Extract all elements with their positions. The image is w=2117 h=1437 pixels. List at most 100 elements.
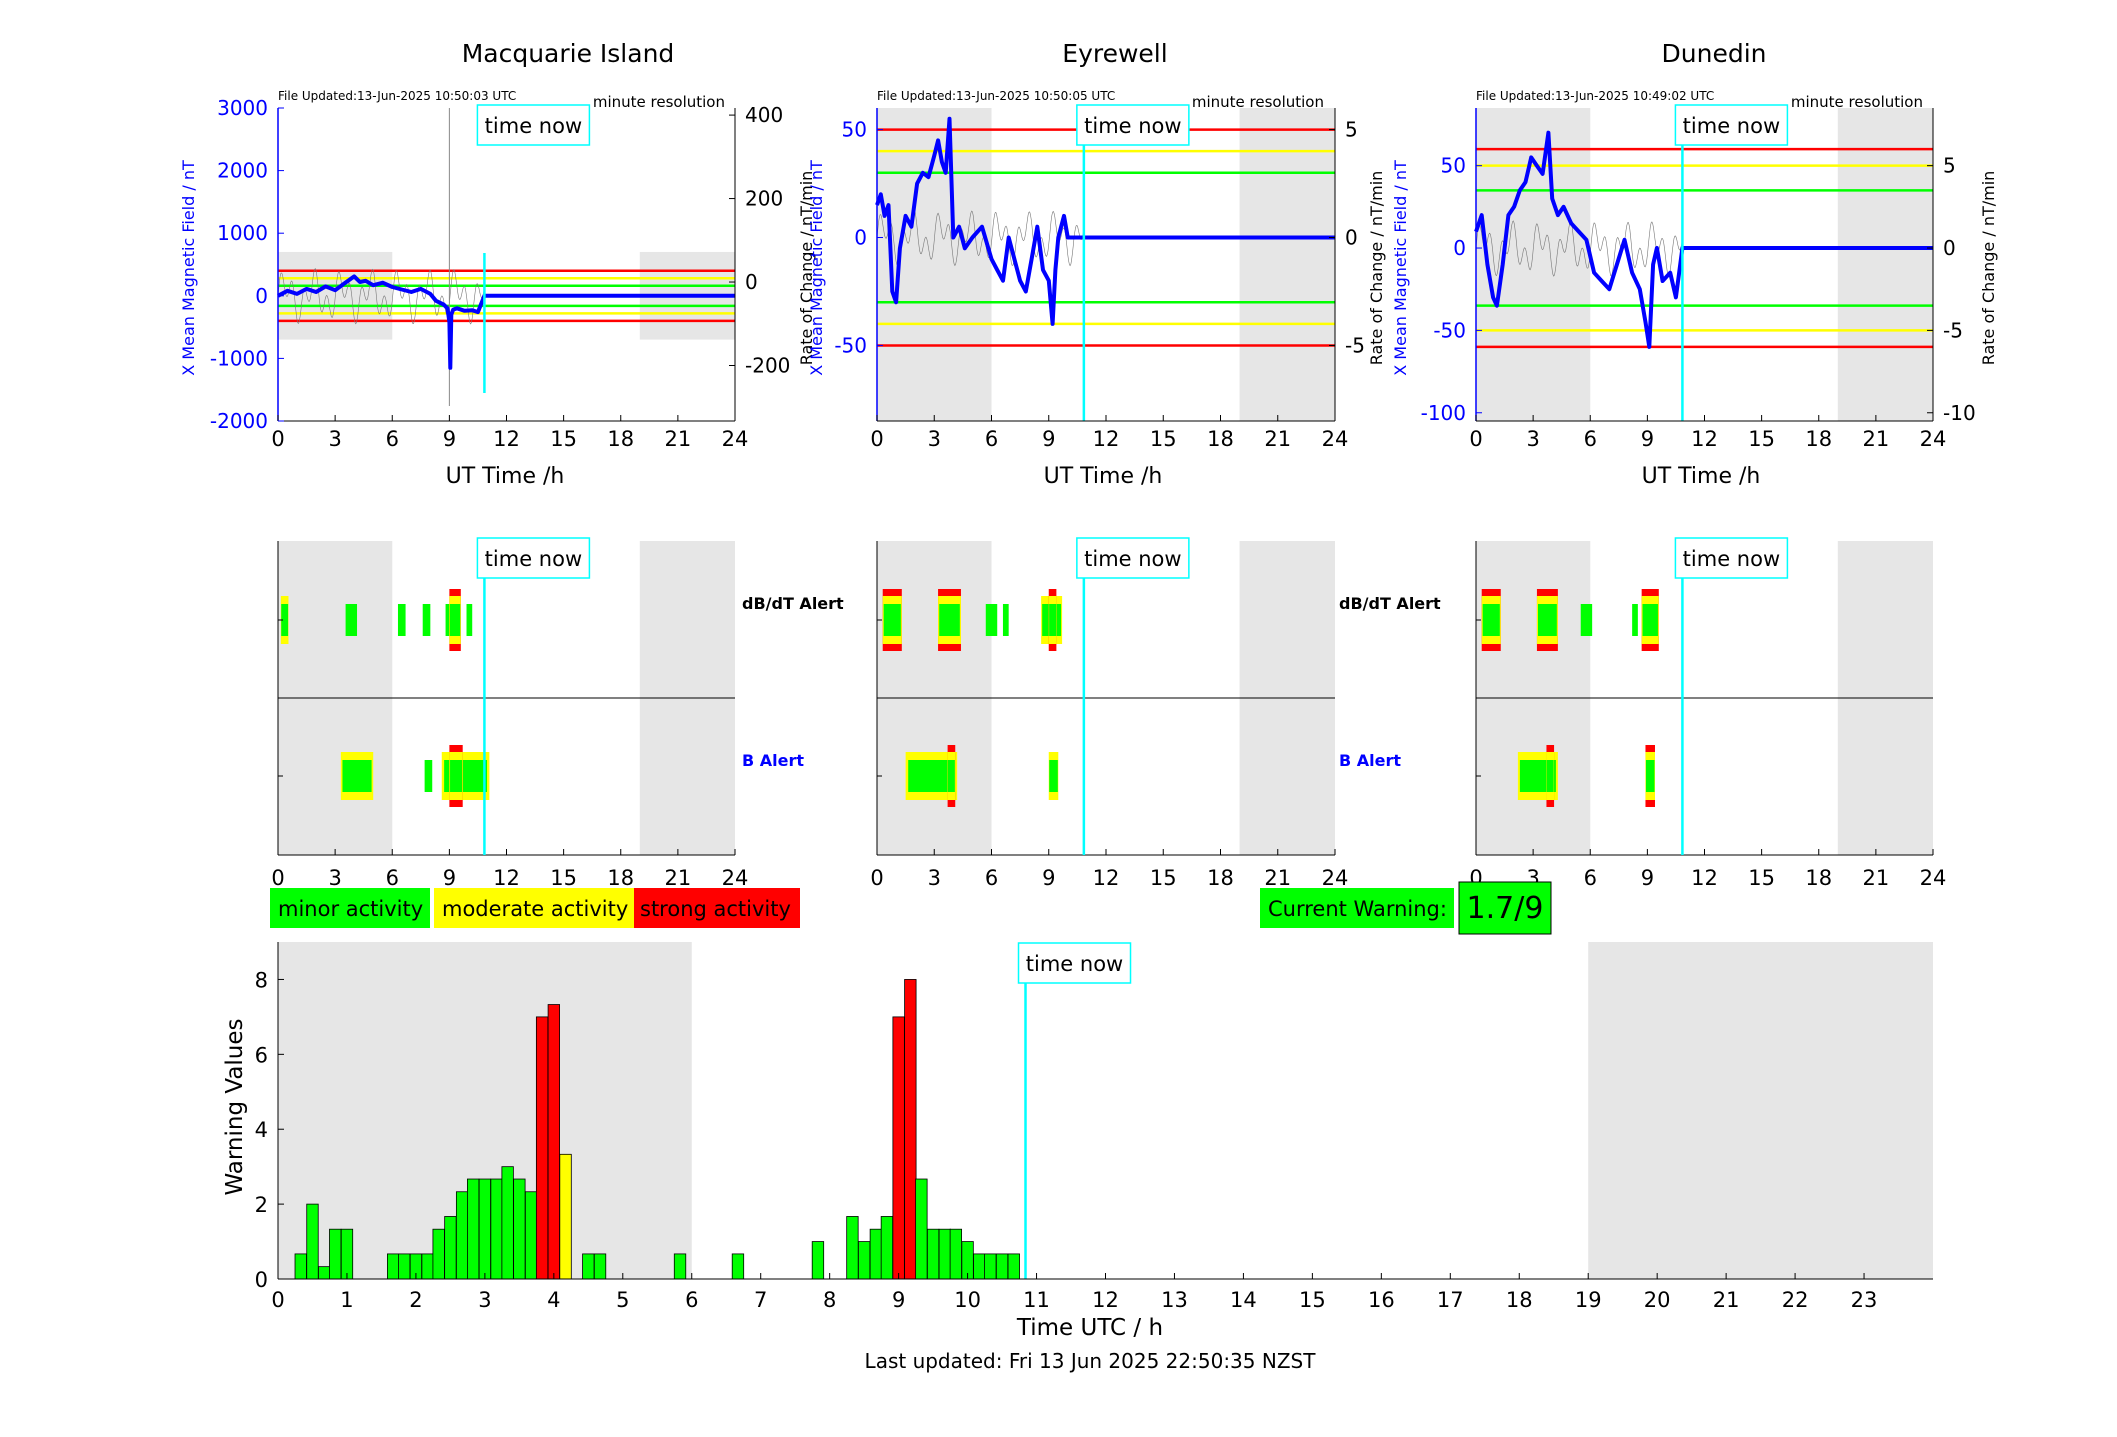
dunedin-b-event-core-2: [1645, 760, 1655, 792]
warning-bar: [857, 1241, 871, 1280]
warning-bar: [535, 1016, 549, 1280]
hist-xtick-label: 8: [823, 1288, 836, 1312]
current-warning-box: Current Warning: 1.7/9: [1260, 881, 1552, 935]
eyrewell-mean-field-line: [875, 116, 1335, 326]
eyrewell-alert-xtick-label: 15: [1150, 866, 1177, 890]
file-updated-dunedin: File Updated:13-Jun-2025 10:49:02 UTC: [1476, 89, 1714, 103]
eyrewell-alert-xtick-label: 18: [1207, 866, 1234, 890]
eyrewell-xtick-label: 9: [1042, 427, 1055, 451]
macquarie-alert-xtick-label: 0: [271, 866, 284, 890]
warning-bar: [846, 1216, 859, 1280]
eyrewell-time-now-label: time now: [1084, 114, 1181, 138]
macquarie-ytick-right-label: 200: [745, 187, 783, 211]
dunedin-night-shade-1: [1837, 108, 1933, 421]
hist-xtick-label: 21: [1713, 1288, 1740, 1312]
eyrewell-alert-xtick-label: 6: [985, 866, 998, 890]
b-alert-label-dunedin: B Alert: [1339, 751, 1401, 770]
dunedin-dbdt-event-minor-3: [1632, 604, 1638, 636]
dunedin-ytick-right-label: 5: [1943, 154, 1956, 178]
macquarie-ytick-left-label: 3000: [217, 96, 268, 120]
warning-bar: [1007, 1253, 1020, 1280]
dunedin-alert-xtick-label: 9: [1641, 866, 1654, 890]
warning-bar: [593, 1253, 607, 1280]
warning-bar: [904, 979, 917, 1280]
xlabel-eyrewell: UT Time /h: [1044, 464, 1163, 489]
legend-strong-label: strong activity: [640, 897, 791, 921]
ylabel-left-eyrewell: X Mean Magnetic Field / nT: [807, 160, 826, 376]
macquarie-xtick-label: 12: [493, 427, 520, 451]
macquarie-ytick-left-label: -1000: [210, 346, 268, 370]
ylabel-right-eyrewell: Rate of Change / nT/min: [1367, 171, 1386, 366]
dunedin-dbdt-event-core-0: [1482, 604, 1500, 636]
ylabel-left-dunedin: X Mean Magnetic Field / nT: [1391, 160, 1410, 376]
file-updated-macquarie: File Updated:13-Jun-2025 10:50:03 UTC: [278, 89, 516, 103]
macquarie-xtick-label: 18: [607, 427, 634, 451]
macquarie-ytick-left-label: -2000: [210, 409, 268, 433]
warning-bar: [731, 1253, 745, 1280]
eyrewell-dbdt-event-minor-3: [1002, 604, 1009, 636]
warning-bar: [329, 1228, 342, 1280]
warning-bar: [673, 1253, 687, 1280]
eyrewell-ytick-right-label: -5: [1345, 333, 1365, 357]
warning-bar: [387, 1253, 400, 1280]
warning-bar: [340, 1228, 354, 1280]
macquarie-ytick-left-label: 2000: [217, 159, 268, 183]
macquarie-alert-xtick-label: 15: [550, 866, 577, 890]
legend-moderate-swatch: [434, 888, 634, 928]
warning-bar: [398, 1253, 411, 1280]
eyrewell-xtick-label: 12: [1093, 427, 1120, 451]
warning-bar: [880, 1216, 894, 1280]
dbdt-alert-label-dunedin: dB/dT Alert: [1339, 594, 1441, 613]
warning-bar: [421, 1253, 434, 1280]
warning-bar: [455, 1191, 469, 1280]
warning-bar: [318, 1266, 331, 1280]
ylabel-right-macquarie: Rate of Change / nT/min: [797, 171, 816, 366]
xlabel-dunedin: UT Time /h: [1642, 464, 1761, 489]
eyrewell-xtick-label: 24: [1322, 427, 1349, 451]
dunedin-xtick-label: 6: [1584, 427, 1597, 451]
eyrewell-dbdt-event-core-1: [939, 604, 960, 636]
eyrewell-ytick-left-label: 50: [842, 118, 867, 142]
hist-xtick-label: 5: [616, 1288, 629, 1312]
macquarie-xtick-label: 0: [271, 427, 284, 451]
xlabel-macquarie: UT Time /h: [446, 464, 565, 489]
dunedin-xtick-label: 3: [1526, 427, 1539, 451]
dunedin-mean-field-line: [1474, 130, 1933, 349]
macquarie-alert-panel: time now 0 3 6 9 12 15 18 21 24: [271, 537, 748, 890]
dunedin-dbdt-event-minor-2: [1580, 604, 1593, 636]
eyrewell-alert-xtick-label: 21: [1264, 866, 1291, 890]
hist-ytick-label: 0: [255, 1268, 268, 1292]
warning-bar: [582, 1253, 595, 1280]
eyrewell-b-event-core-0: [908, 760, 955, 792]
dunedin-alert-xtick-label: 21: [1863, 866, 1890, 890]
hist-xtick-label: 20: [1644, 1288, 1671, 1312]
warning-bar: [294, 1253, 307, 1280]
dunedin-xtick-label: 12: [1691, 427, 1718, 451]
macquarie-alert-xtick-label: 9: [443, 866, 456, 890]
hist-xtick-label: 4: [547, 1288, 560, 1312]
eyrewell-time-now-box: [1076, 104, 1190, 146]
macquarie-alert-xtick-label: 6: [386, 866, 399, 890]
macquarie-xtick-label: 24: [722, 427, 749, 451]
macquarie-dbdt-event-minor-4: [445, 604, 452, 636]
macquarie-ytick-right-label: 0: [745, 270, 758, 294]
warning-bar: [995, 1253, 1009, 1280]
station-title-dunedin: Dunedin: [1662, 39, 1767, 68]
eyrewell-alert-xtick-label: 0: [870, 866, 883, 890]
hist-xtick-label: 2: [409, 1288, 422, 1312]
hist-xlabel: Time UTC / h: [1016, 1315, 1163, 1341]
dunedin-ytick-right-label: 0: [1943, 236, 1956, 260]
macquarie-ytick-right-label: -200: [745, 353, 790, 377]
hist-xtick-label: 0: [271, 1288, 284, 1312]
hist-xtick-label: 14: [1230, 1288, 1257, 1312]
macquarie-dbdt-event-core-0: [281, 604, 289, 636]
warning-bar: [559, 1153, 572, 1280]
macquarie-time-now-box: [476, 104, 591, 146]
current-warning-value: 1.7/9: [1467, 891, 1544, 926]
resolution-dunedin: minute resolution: [1791, 93, 1923, 111]
dunedin-night-shade-0: [1476, 108, 1591, 421]
hist-xtick-label: 1: [340, 1288, 353, 1312]
